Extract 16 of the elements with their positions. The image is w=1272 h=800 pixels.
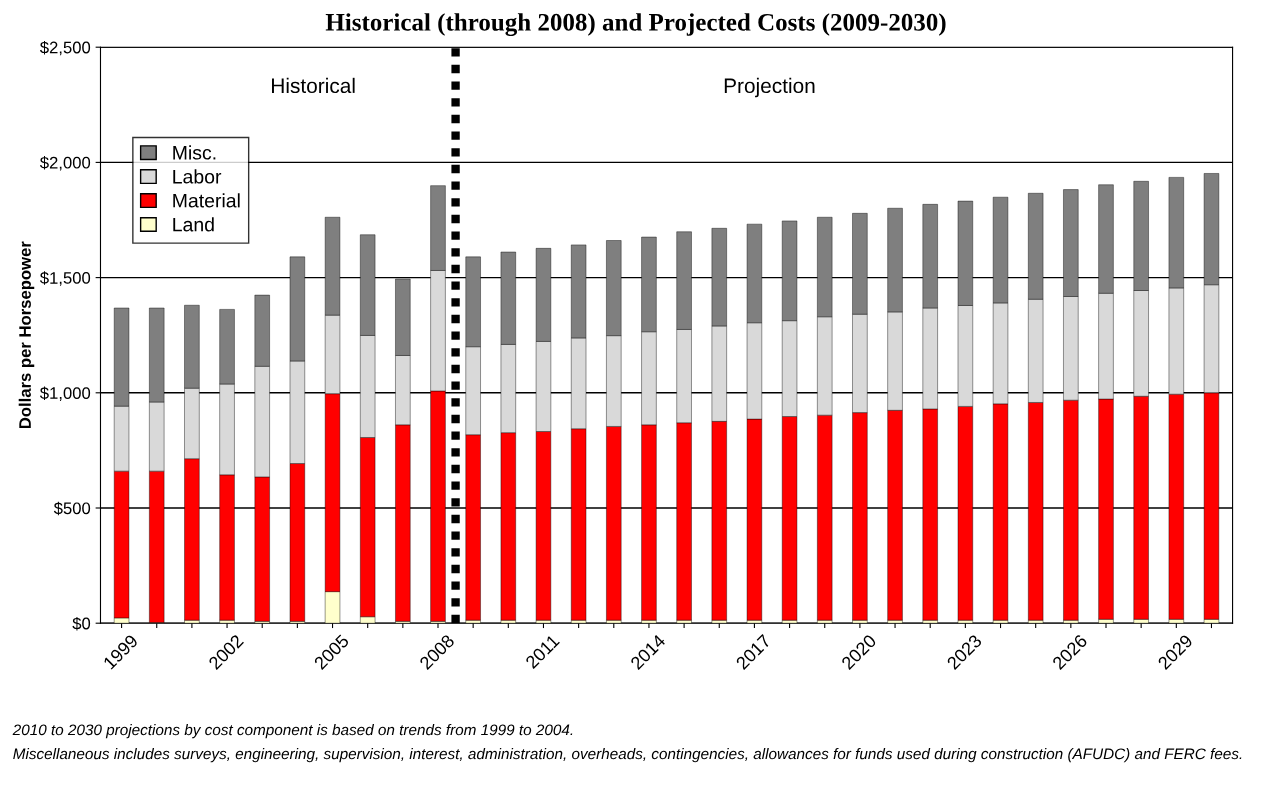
- y-axis-title: Dollars per Horsepower: [18, 241, 35, 429]
- legend-label: Land: [173, 217, 214, 232]
- chart-title: Historical (through 2008) and Projected Costs (2009-2030): [325, 13, 946, 36]
- y-tick-label: $1,000: [39, 386, 91, 401]
- annotation: Projection: [724, 77, 815, 98]
- legend-label: Labor: [173, 169, 222, 184]
- y-tick-label: $2,500: [39, 40, 91, 56]
- legend-label: Misc.: [173, 145, 216, 160]
- text: 2010 to 2030 projections by cost component is based on trends from 1999 to 2004.: [12, 724, 573, 739]
- text: Miscellaneous includes surveys, engineering, supervision, interest, administration, overheads, contingencies, allowances for funds used during construction (AFUDC) and FERC fees.: [13, 748, 1242, 763]
- y-tick-label: $1,500: [39, 271, 91, 286]
- y-tick-label: $500: [53, 501, 91, 516]
- legend-label: Material: [173, 193, 240, 208]
- y-tick-label: $0: [72, 616, 91, 631]
- y-tick-label: $2,000: [39, 156, 91, 171]
- annotation: Historical: [272, 77, 355, 94]
